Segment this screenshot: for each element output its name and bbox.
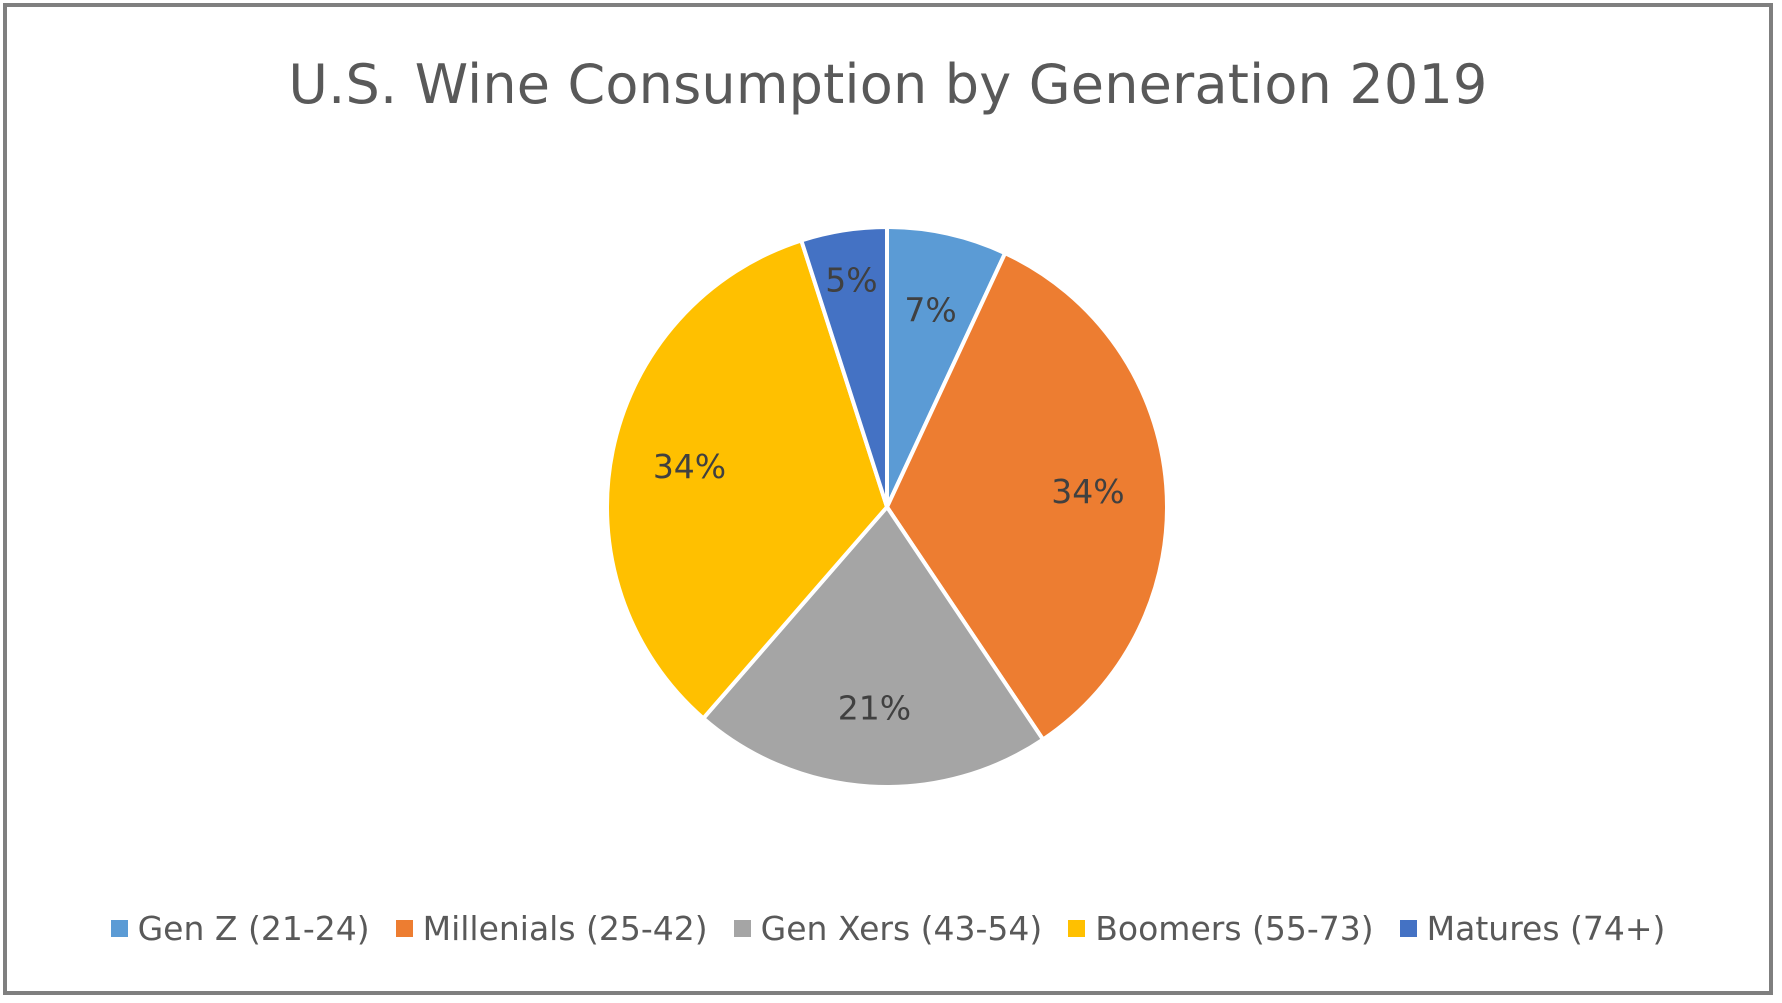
legend-swatch-3 <box>733 920 751 937</box>
legend-item-2: Millenials (25-42) <box>395 909 708 948</box>
legend-swatch-4 <box>1068 920 1086 937</box>
legend-swatch-2 <box>395 920 413 937</box>
legend-item-1: Gen Z (21-24) <box>110 909 370 948</box>
data-label-1: 7% <box>904 291 956 330</box>
data-label-5: 5% <box>825 261 877 300</box>
legend-item-4: Boomers (55-73) <box>1068 909 1374 948</box>
pie-slice-3 <box>701 505 1046 789</box>
data-label-3: 21% <box>838 689 911 728</box>
legend-label-1: Gen Z (21-24) <box>137 909 370 948</box>
pie-slice-4 <box>605 238 889 721</box>
legend-label-3: Gen Xers (43-54) <box>760 909 1043 948</box>
chart-title: U.S. Wine Consumption by Generation 2019 <box>288 53 1488 116</box>
pie-slice-1 <box>885 225 1008 509</box>
pie-data-labels: 7% 34% 21% 34% 5% <box>653 261 1125 728</box>
legend-label-5: Matures (74+) <box>1426 909 1666 948</box>
chart-legend: Gen Z (21-24) Millenials (25-42) Gen Xers … <box>7 909 1769 948</box>
legend-item-5: Matures (74+) <box>1399 909 1666 948</box>
legend-label-4: Boomers (55-73) <box>1095 909 1374 948</box>
legend-swatch-1 <box>110 920 128 937</box>
pie-slices <box>605 225 1169 789</box>
pie-slice-5 <box>799 225 889 509</box>
legend-item-3: Gen Xers (43-54) <box>733 909 1043 948</box>
chart-frame: U.S. Wine Consumption by Generation 2019… <box>3 3 1773 995</box>
legend-swatch-5 <box>1399 920 1417 937</box>
legend-label-2: Millenials (25-42) <box>422 909 708 948</box>
data-label-4: 34% <box>653 447 726 486</box>
data-label-2: 34% <box>1051 472 1124 511</box>
pie-chart: 7% 34% 21% 34% 5% <box>605 225 1169 789</box>
pie-slice-2 <box>885 251 1169 742</box>
